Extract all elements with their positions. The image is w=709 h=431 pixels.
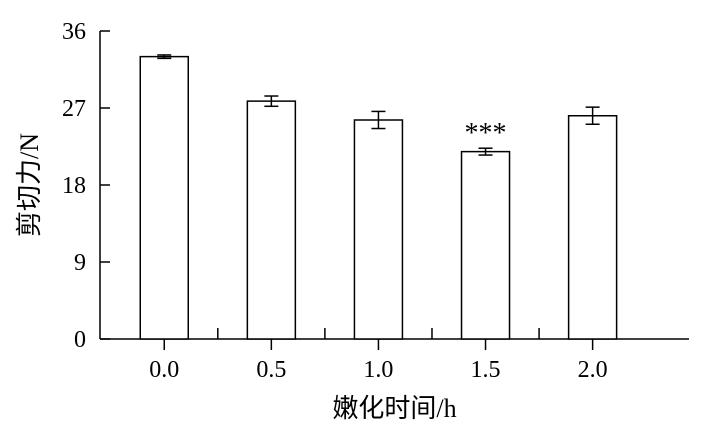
- y-tick-label: 18: [62, 173, 86, 199]
- x-tick-label: 0.0: [149, 357, 179, 383]
- bar: [140, 57, 188, 339]
- y-tick-label: 27: [62, 96, 86, 122]
- x-tick-label: 2.0: [578, 357, 608, 383]
- bar: [462, 152, 510, 339]
- x-axis-label: 嫩化时间/h: [332, 394, 456, 423]
- bar: [569, 116, 617, 339]
- y-tick-label: 9: [74, 250, 86, 276]
- x-tick-label: 1.5: [471, 357, 501, 383]
- x-tick-label: 0.5: [256, 357, 286, 383]
- bar: [354, 120, 402, 339]
- y-tick-label: 36: [62, 19, 86, 45]
- y-tick-label: 0: [74, 327, 86, 353]
- x-tick-label: 1.0: [363, 357, 393, 383]
- bar: [247, 101, 295, 339]
- y-axis-label: 剪切力/N: [15, 133, 44, 237]
- plot-area: 0 9 18 27 36 0.0 0.5 1.0 1.5 2.0 ***: [62, 19, 689, 383]
- significance-annotation: ***: [465, 118, 507, 149]
